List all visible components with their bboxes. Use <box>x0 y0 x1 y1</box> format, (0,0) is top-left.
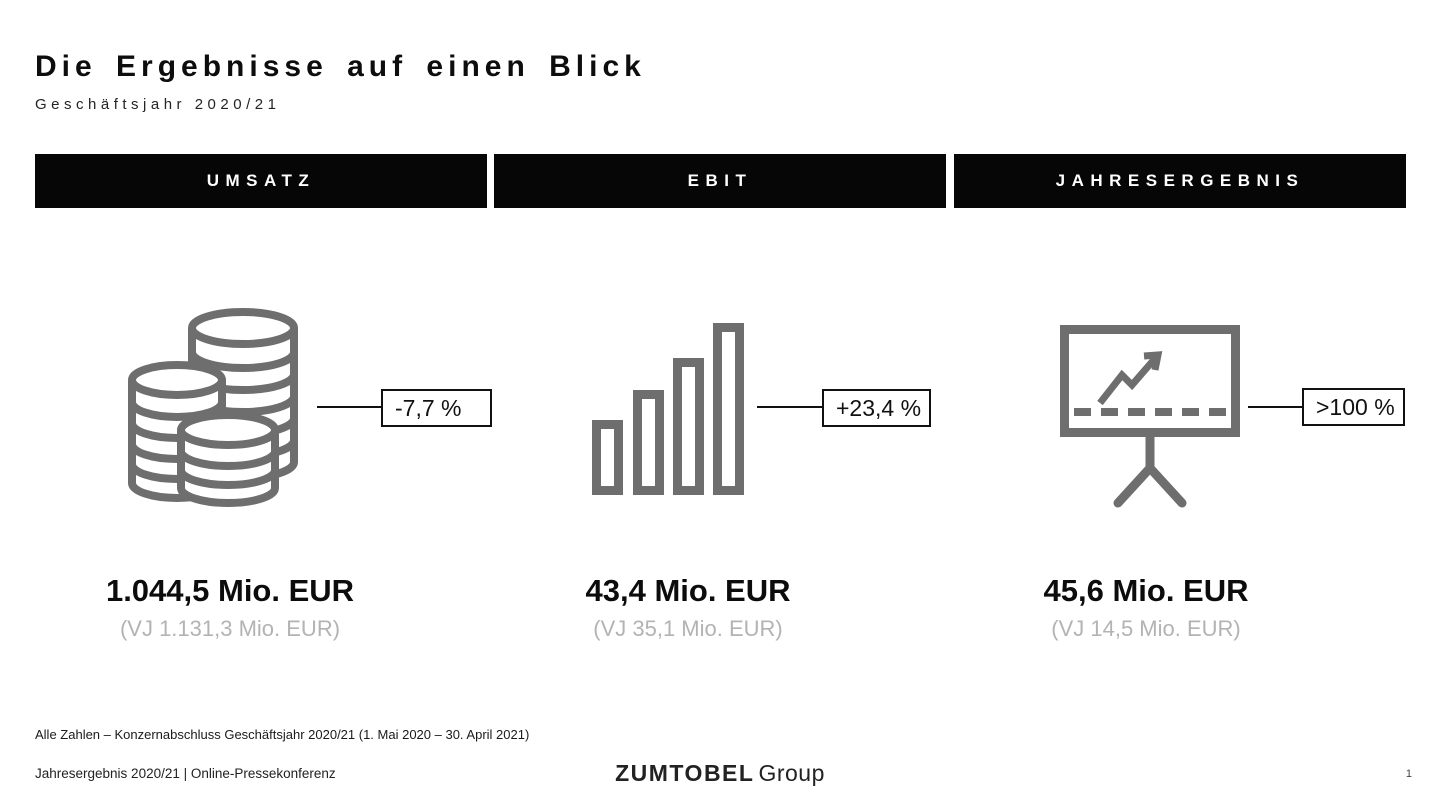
metric-previous-year: (VJ 14,5 Mio. EUR) <box>1051 616 1241 641</box>
metric-value-block-jahresergebnis: 45,6 Mio. EUR (VJ 14,5 Mio. EUR) <box>920 572 1372 644</box>
metric-value: 43,4 Mio. EUR <box>585 573 791 608</box>
bar-chart-icon <box>592 323 748 500</box>
callout-connector <box>757 406 822 408</box>
metric-header-label: JAHRESERGEBNIS <box>1055 171 1305 190</box>
logo-wordmark-bold: ZUMTOBEL <box>615 760 755 786</box>
metric-header-ebit: EBIT <box>494 154 946 208</box>
metric-header-jahresergebnis: JAHRESERGEBNIS <box>954 154 1406 208</box>
change-value: -7,7 % <box>395 394 462 421</box>
change-callout-jahresergebnis: >100 % <box>1302 388 1405 426</box>
presentation-board-icon <box>1060 325 1240 510</box>
page-subtitle: Geschäftsjahr 2020/21 <box>35 96 281 113</box>
metric-value: 45,6 Mio. EUR <box>1043 573 1249 608</box>
metric-value: 1.044,5 Mio. EUR <box>105 573 355 608</box>
change-value: >100 % <box>1316 393 1395 420</box>
coins-icon <box>128 296 303 508</box>
metric-header-umsatz: UMSATZ <box>35 154 487 208</box>
change-callout-ebit: +23,4 % <box>822 389 931 427</box>
metric-value-block-ebit: 43,4 Mio. EUR (VJ 35,1 Mio. EUR) <box>462 572 914 644</box>
footer-event-label: Jahresergebnis 2020/21 | Online-Presseko… <box>35 766 336 781</box>
page-title: Die Ergebnisse auf einen Blick <box>35 50 646 83</box>
callout-connector <box>317 406 381 408</box>
footnote: Alle Zahlen – Konzernabschluss Geschäfts… <box>35 727 530 742</box>
change-callout-umsatz: -7,7 % <box>381 389 492 427</box>
metric-previous-year: (VJ 1.131,3 Mio. EUR) <box>119 616 341 641</box>
zumtobel-group-logo: ZUMTOBEL Group <box>0 760 1440 787</box>
metric-header-label: UMSATZ <box>206 171 316 190</box>
callout-connector <box>1248 406 1302 408</box>
logo-wordmark-regular: Group <box>758 760 825 786</box>
page-number: 1 <box>1405 768 1412 780</box>
metric-previous-year: (VJ 35,1 Mio. EUR) <box>593 616 783 641</box>
change-value: +23,4 % <box>836 394 922 421</box>
metric-value-block-umsatz: 1.044,5 Mio. EUR (VJ 1.131,3 Mio. EUR) <box>4 572 456 644</box>
metric-header-label: EBIT <box>687 171 753 190</box>
